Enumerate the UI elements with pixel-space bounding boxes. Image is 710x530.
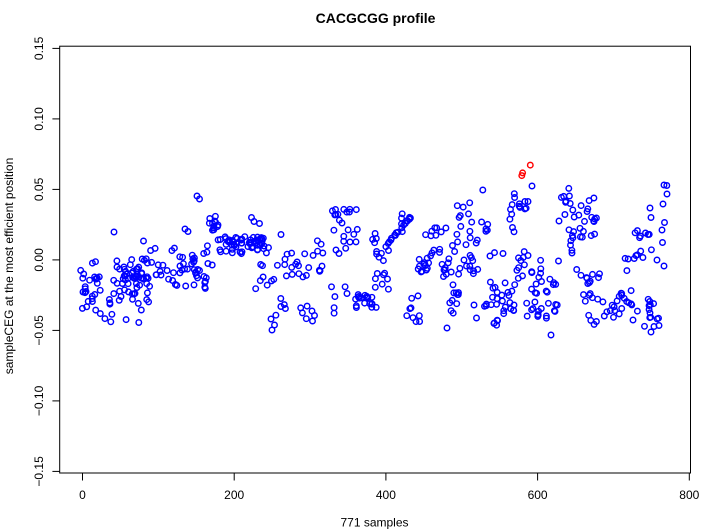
svg-text:800: 800	[679, 488, 699, 502]
svg-text:sampleCEG at the most efficien: sampleCEG at the most efficient position	[2, 158, 16, 375]
svg-text:0.05: 0.05	[32, 177, 46, 201]
svg-text:400: 400	[376, 488, 396, 502]
svg-text:CACGCGG profile: CACGCGG profile	[316, 10, 436, 26]
svg-text:771 samples: 771 samples	[340, 516, 408, 530]
svg-text:0.10: 0.10	[32, 107, 46, 131]
svg-text:200: 200	[224, 488, 244, 502]
svg-text:0: 0	[79, 488, 86, 502]
svg-text:0.00: 0.00	[32, 248, 46, 272]
svg-text:−0.05: −0.05	[32, 315, 46, 346]
svg-text:0.15: 0.15	[32, 36, 46, 60]
svg-text:−0.15: −0.15	[32, 456, 46, 487]
svg-text:−0.10: −0.10	[32, 385, 46, 416]
svg-text:600: 600	[528, 488, 548, 502]
